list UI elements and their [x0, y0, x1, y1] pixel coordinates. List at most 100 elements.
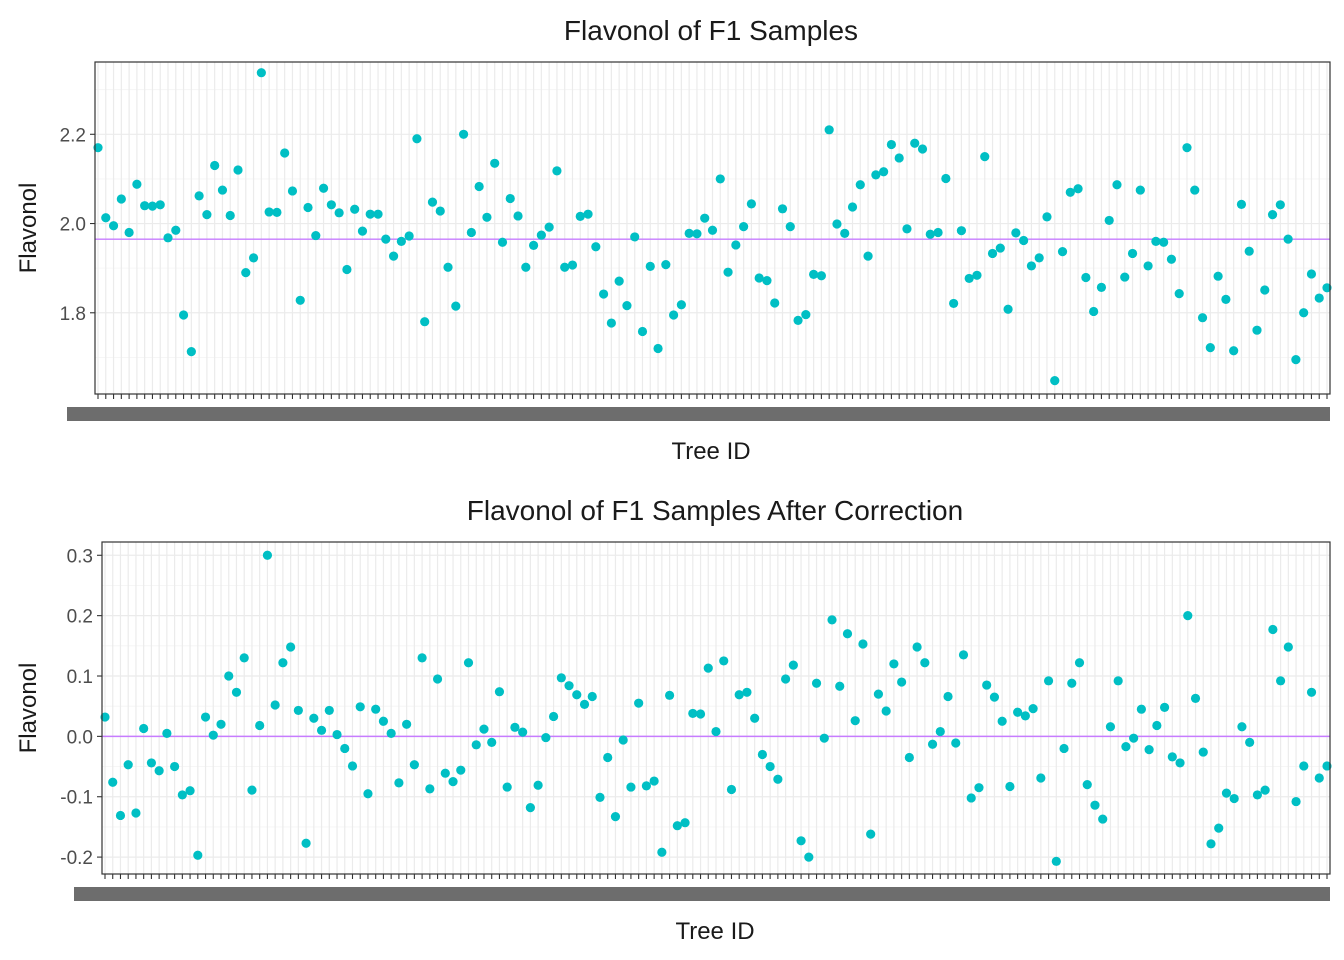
data-point [443, 262, 453, 272]
y-axis-title: Flavonol [15, 663, 42, 754]
data-point [332, 729, 342, 740]
data-point [773, 774, 783, 784]
data-point [518, 727, 528, 737]
data-point [552, 166, 562, 176]
data-point [241, 268, 251, 278]
data-point [824, 125, 834, 135]
data-point [1051, 856, 1061, 866]
y-tick-label: 2.0 [60, 215, 86, 236]
data-point [1244, 246, 1254, 256]
data-point [497, 237, 508, 247]
data-point [295, 295, 305, 305]
data-point [272, 207, 282, 217]
data-point [816, 271, 826, 281]
data-point [1011, 228, 1021, 238]
data-point [1159, 237, 1169, 247]
data-point [653, 343, 663, 354]
data-point [997, 716, 1007, 726]
data-point [432, 674, 443, 684]
y-axis-ticks: 1.8 2.0 2.2 [60, 125, 95, 325]
data-point [894, 153, 904, 163]
y-tick-label: 1.8 [60, 304, 86, 325]
data-point [1121, 742, 1131, 752]
data-point [873, 689, 884, 699]
data-point [793, 315, 803, 325]
data-point [363, 789, 373, 799]
major-gridlines [95, 62, 1330, 394]
data-point [131, 808, 141, 818]
data-point [719, 656, 729, 666]
data-point [781, 674, 791, 684]
data-point [494, 687, 505, 697]
data-point [982, 680, 992, 690]
data-point [695, 709, 706, 719]
data-point [715, 174, 725, 184]
x-tick-labels-overlap [74, 887, 1330, 901]
data-point [739, 222, 749, 232]
x-axis-ticks [67, 394, 1330, 421]
data-point [603, 752, 613, 763]
data-point [162, 728, 172, 738]
data-point [669, 310, 679, 320]
data-points [93, 68, 1332, 386]
data-point [657, 847, 667, 857]
data-point [956, 226, 967, 236]
data-point [796, 836, 806, 846]
data-point [101, 213, 111, 223]
data-point [1096, 282, 1107, 292]
data-point [610, 812, 621, 822]
data-point [194, 191, 204, 201]
data-point [614, 276, 624, 286]
data-point [958, 650, 969, 660]
data-point [1283, 642, 1293, 652]
data-point [1182, 143, 1192, 153]
data-point [742, 687, 752, 697]
data-point [427, 197, 438, 207]
data-point [987, 248, 998, 259]
data-point [1159, 702, 1170, 712]
data-point [731, 240, 741, 250]
data-point [185, 786, 195, 796]
data-point [490, 158, 500, 168]
data-point [1221, 294, 1231, 304]
data-point [1190, 693, 1201, 703]
data-point [1314, 773, 1324, 783]
data-point [1260, 285, 1270, 295]
data-point [842, 629, 853, 639]
data-point [466, 227, 476, 238]
data-point [832, 219, 842, 229]
x-tick-labels-overlap [67, 407, 1330, 421]
data-point [1136, 704, 1146, 714]
data-point [840, 228, 850, 238]
data-point [440, 768, 450, 778]
data-point [548, 711, 559, 722]
data-point [264, 207, 274, 217]
data-point [435, 206, 445, 216]
data-point [270, 700, 280, 710]
data-point [933, 227, 943, 238]
x-axis-ticks [74, 874, 1330, 901]
data-point [858, 639, 868, 649]
data-point [1073, 184, 1083, 194]
data-point [920, 658, 930, 668]
data-point [155, 200, 165, 210]
data-point [866, 829, 876, 839]
data-point [827, 615, 837, 625]
data-point [879, 167, 889, 177]
data-point [1299, 761, 1309, 771]
data-point [995, 243, 1005, 253]
data-point [1236, 199, 1247, 209]
data-point [645, 261, 655, 271]
y-tick-label: 0.1 [67, 667, 93, 688]
data-point [1105, 722, 1116, 732]
data-point [661, 259, 671, 270]
data-point [1197, 313, 1208, 323]
data-point [871, 170, 881, 180]
data-point [536, 230, 546, 240]
data-point [723, 267, 733, 277]
data-points [100, 550, 1332, 866]
data-point [513, 211, 523, 221]
data-point [1229, 346, 1239, 356]
data-point [1050, 376, 1060, 386]
data-point [544, 222, 554, 232]
